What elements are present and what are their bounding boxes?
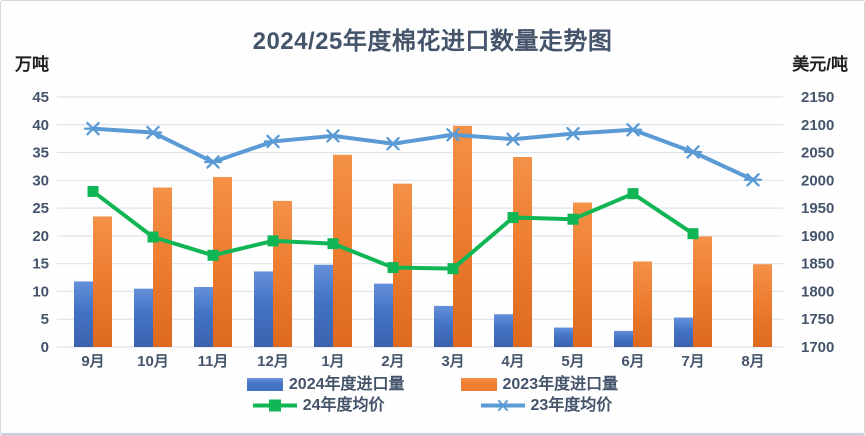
x-axis-label: 7月 [681,353,704,370]
y-axis-tick-left: 35 [32,145,49,162]
point-23年度均价-4月[interactable] [503,132,523,146]
x-axis-label: 12月 [257,353,289,370]
x-axis-label: 2月 [381,353,404,370]
y-axis-tick-right: 2150 [801,89,834,106]
x-axis-label: 1月 [321,353,344,370]
bar-2023年度进口量-3月[interactable] [453,125,472,347]
legend-line-square-icon [252,399,297,412]
legend-item-23-avg-price[interactable]: 23年度均价 [480,396,613,415]
x-axis-label: 5月 [561,353,584,370]
bar-2023年度进口量-6月[interactable] [633,261,652,347]
x-axis-label: 4月 [501,353,524,370]
bar-2024年度进口量-7月[interactable] [674,317,693,347]
legend-swatch-2023-icon [460,378,497,391]
y-axis-tick-right: 2000 [801,172,834,189]
point-23年度均价-5月[interactable] [563,126,583,141]
bar-2023年度进口量-8月[interactable] [753,264,772,347]
point-23年度均价-1月[interactable] [323,129,343,143]
y-axis-tick-right: 1850 [801,256,834,273]
bar-2024年度进口量-5月[interactable] [554,327,573,347]
bar-2024年度进口量-11月[interactable] [194,287,213,347]
legend-line-asterisk-icon [480,400,525,411]
x-axis-label: 3月 [441,353,464,370]
y-axis-tick-right: 1900 [801,228,834,245]
y-axis-tick-left: 40 [32,117,49,134]
point-23年度均价-8月[interactable] [743,173,763,187]
point-24年度均价-4月[interactable] [507,212,519,224]
legend-label-2023: 2023年度进口量 [502,376,619,393]
y-axis-tick-left: 20 [32,228,49,245]
point-24年度均价-9月[interactable] [87,185,99,197]
x-axis-label: 11月 [198,353,229,370]
bar-2023年度进口量-5月[interactable] [573,202,592,347]
point-24年度均价-2月[interactable] [387,262,399,274]
bar-2023年度进口量-10月[interactable] [153,187,172,347]
bar-2024年度进口量-2月[interactable] [374,283,393,347]
y-axis-tick-right: 1800 [801,283,834,300]
y-axis-tick-left: 30 [32,172,49,189]
point-23年度均价-9月[interactable] [83,121,103,136]
y-axis-tick-right: 1700 [801,339,834,356]
x-axis-label: 6月 [621,353,644,370]
legend-row-lines: 24年度均价 23年度均价 [252,396,613,415]
bar-2024年度进口量-12月[interactable] [254,271,273,347]
legend-item-2023-imports[interactable]: 2023年度进口量 [460,375,619,394]
bar-2023年度进口量-9月[interactable] [93,216,112,347]
y-axis-tick-left: 45 [32,89,49,106]
point-24年度均价-6月[interactable] [627,188,639,200]
y-axis-tick-right: 2050 [801,145,834,162]
bar-2023年度进口量-1月[interactable] [333,154,352,347]
point-24年度均价-10月[interactable] [147,231,159,243]
y-axis-tick-left: 15 [32,256,49,273]
point-24年度均价-3月[interactable] [447,263,459,275]
y-axis-tick-left: 10 [32,283,49,300]
point-23年度均价-11月[interactable] [203,155,223,169]
bar-2024年度进口量-1月[interactable] [314,264,333,347]
line-23年度均价[interactable] [92,126,754,182]
point-24年度均价-11月[interactable] [207,249,219,261]
bar-2023年度进口量-2月[interactable] [393,183,412,347]
x-axis-label: 8月 [741,353,764,370]
x-axis-label: 9月 [81,353,104,370]
bar-2024年度进口量-6月[interactable] [614,330,633,347]
point-23年度均价-12月[interactable] [263,134,283,149]
x-axis-label: 10月 [137,353,169,370]
bar-2023年度进口量-4月[interactable] [513,157,532,347]
chart-title: 2024/25年度棉花进口数量走势图 [252,28,613,55]
legend-item-24-avg-price[interactable]: 24年度均价 [252,396,385,415]
legend-label-24-price: 24年度均价 [302,397,385,414]
point-23年度均价-2月[interactable] [383,136,403,151]
right-axis-unit-label: 美元/吨 [792,55,848,74]
legend-label-2024: 2024年度进口量 [288,376,405,393]
y-axis-tick-left: 25 [32,200,49,217]
legend-row-bars: 2024年度进口量 2023年度进口量 [246,375,619,394]
point-23年度均价-7月[interactable] [683,145,703,159]
point-24年度均价-7月[interactable] [687,228,699,240]
bar-2023年度进口量-7月[interactable] [693,236,712,347]
point-24年度均价-1月[interactable] [327,238,339,250]
bar-2024年度进口量-3月[interactable] [434,305,453,347]
y-axis-tick-right: 1750 [801,311,834,328]
legend-label-23-price: 23年度均价 [530,397,613,414]
bar-2024年度进口量-10月[interactable] [134,288,153,347]
point-23年度均价-10月[interactable] [143,125,163,140]
bar-2023年度进口量-11月[interactable] [213,177,232,347]
chart-legend: 2024年度进口量 2023年度进口量 24年度均价 23年度均价 [1,375,864,415]
y-axis-tick-right: 2100 [801,117,834,134]
legend-item-2024-imports[interactable]: 2024年度进口量 [246,375,405,394]
left-axis-unit-label: 万吨 [15,55,49,74]
bar-2023年度进口量-12月[interactable] [273,200,292,347]
legend-swatch-2024-icon [246,378,283,391]
point-23年度均价-3月[interactable] [443,128,463,142]
point-24年度均价-5月[interactable] [567,213,579,225]
bar-2024年度进口量-4月[interactable] [494,314,513,347]
y-axis-tick-right: 1950 [801,200,834,217]
bar-2024年度进口量-9月[interactable] [74,281,93,347]
point-23年度均价-6月[interactable] [623,123,643,137]
y-axis-tick-left: 0 [41,339,49,356]
point-24年度均价-12月[interactable] [267,235,279,247]
y-axis-tick-left: 5 [41,311,49,328]
